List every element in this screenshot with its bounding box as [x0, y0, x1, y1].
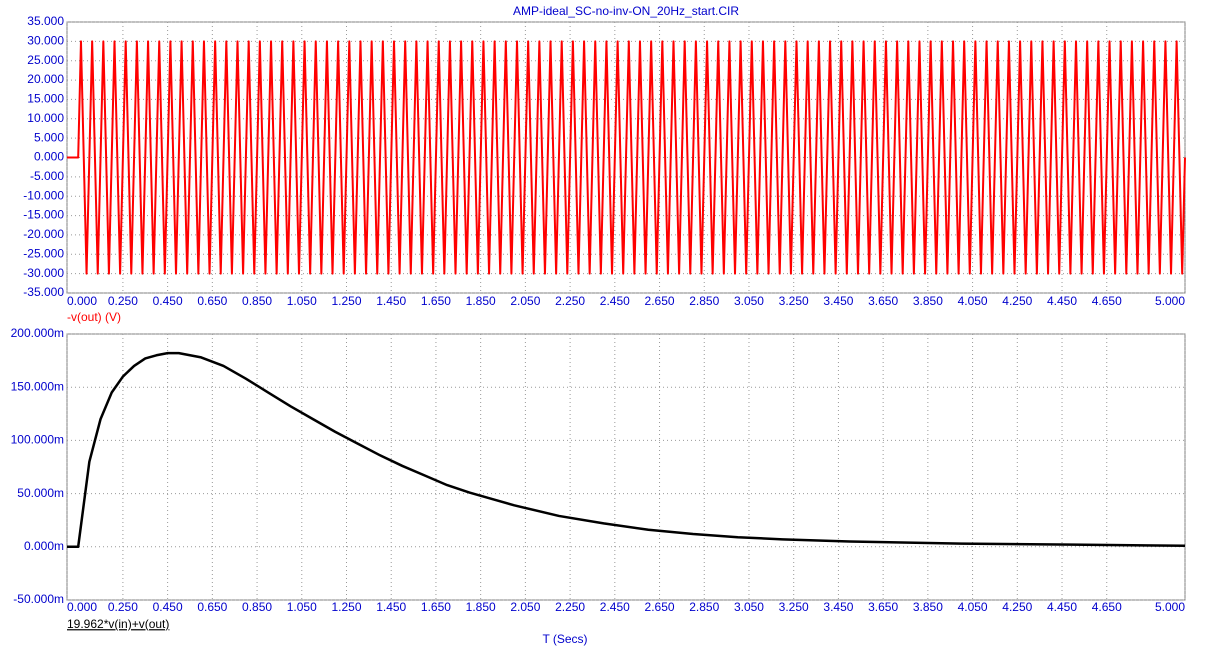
x-tick-label: 3.050: [734, 294, 764, 308]
y-tick-label: 15.000: [27, 92, 64, 106]
x-tick-label: 0.450: [153, 600, 183, 614]
x-tick-label: 4.050: [958, 294, 988, 308]
x-tick-label: 0.650: [197, 600, 227, 614]
x-tick-label: 3.650: [868, 294, 898, 308]
series-line: [67, 351, 1186, 549]
x-tick-label: 2.650: [645, 294, 675, 308]
x-tick-label: 3.850: [913, 600, 943, 614]
y-tick-label: 0.000m: [24, 539, 64, 553]
x-tick-label: 2.050: [510, 294, 540, 308]
x-tick-label: 3.250: [779, 600, 809, 614]
chart-title: AMP-ideal_SC-no-inv-ON_20Hz_start.CIR: [513, 4, 739, 18]
x-axis-label: T (Secs): [542, 632, 587, 646]
y-tick-label: -25.000: [23, 246, 64, 260]
y-tick-label: 10.000: [27, 111, 64, 125]
y-tick-label: -15.000: [23, 208, 64, 222]
x-tick-label: 2.650: [645, 600, 675, 614]
x-tick-label: 1.850: [466, 294, 496, 308]
y-tick-label: 25.000: [27, 53, 64, 67]
x-tick-label: 4.450: [1047, 294, 1077, 308]
x-tick-label: 2.050: [510, 600, 540, 614]
x-tick-label: 0.000: [67, 600, 97, 614]
x-tick-label: 0.650: [197, 294, 227, 308]
x-tick-label: 1.450: [376, 294, 406, 308]
x-tick-label: 0.000: [67, 294, 97, 308]
y-tick-label: -10.000: [23, 188, 64, 202]
y-tick-label: 50.000m: [17, 486, 64, 500]
y-tick-label: -50.000m: [13, 592, 64, 606]
x-tick-label: 4.250: [1002, 294, 1032, 308]
x-tick-label: 5.000: [1155, 600, 1185, 614]
y-tick-label: 30.000: [27, 34, 64, 48]
y-tick-label: -5.000: [30, 169, 64, 183]
y-tick-label: -20.000: [23, 227, 64, 241]
x-tick-label: 0.250: [108, 294, 138, 308]
y-tick-label: 35.000: [27, 14, 64, 28]
x-tick-label: 3.250: [779, 294, 809, 308]
x-tick-label: 3.050: [734, 600, 764, 614]
y-tick-label: 5.000: [34, 130, 64, 144]
x-tick-label: 3.450: [823, 600, 853, 614]
x-tick-label: 3.850: [913, 294, 943, 308]
y-tick-label: -30.000: [23, 266, 64, 280]
x-tick-label: 4.250: [1002, 600, 1032, 614]
x-tick-label: 4.650: [1092, 294, 1122, 308]
x-tick-label: 0.850: [242, 600, 272, 614]
y-tick-label: 200.000m: [11, 326, 64, 340]
y-tick-label: 150.000m: [11, 379, 64, 393]
x-tick-label: 1.050: [287, 600, 317, 614]
x-tick-label: 5.000: [1155, 294, 1185, 308]
x-tick-label: 2.850: [689, 600, 719, 614]
x-tick-label: 1.250: [331, 600, 361, 614]
x-tick-label: 0.450: [153, 294, 183, 308]
x-tick-label: 3.450: [823, 294, 853, 308]
series-label: 19.962*v(in)+v(out): [67, 617, 169, 631]
y-tick-label: 20.000: [27, 72, 64, 86]
x-tick-label: 1.450: [376, 600, 406, 614]
y-tick-label: 100.000m: [11, 433, 64, 447]
x-tick-label: 4.650: [1092, 600, 1122, 614]
x-tick-label: 0.850: [242, 294, 272, 308]
plot-area: [66, 333, 1186, 601]
x-tick-label: 2.450: [600, 600, 630, 614]
y-tick-label: 0.000: [34, 150, 64, 164]
x-tick-label: 4.050: [958, 600, 988, 614]
x-tick-label: 2.450: [600, 294, 630, 308]
x-tick-label: 2.250: [555, 600, 585, 614]
series-line: [67, 40, 1186, 275]
x-tick-label: 0.250: [108, 600, 138, 614]
x-tick-label: 1.850: [466, 600, 496, 614]
x-tick-label: 1.250: [331, 294, 361, 308]
x-tick-label: 1.650: [421, 600, 451, 614]
y-tick-label: -35.000: [23, 285, 64, 299]
x-tick-label: 2.850: [689, 294, 719, 308]
x-tick-label: 4.450: [1047, 600, 1077, 614]
series-label: -v(out) (V): [67, 310, 121, 324]
x-tick-label: 3.650: [868, 600, 898, 614]
x-tick-label: 1.650: [421, 294, 451, 308]
x-tick-label: 1.050: [287, 294, 317, 308]
x-tick-label: 2.250: [555, 294, 585, 308]
